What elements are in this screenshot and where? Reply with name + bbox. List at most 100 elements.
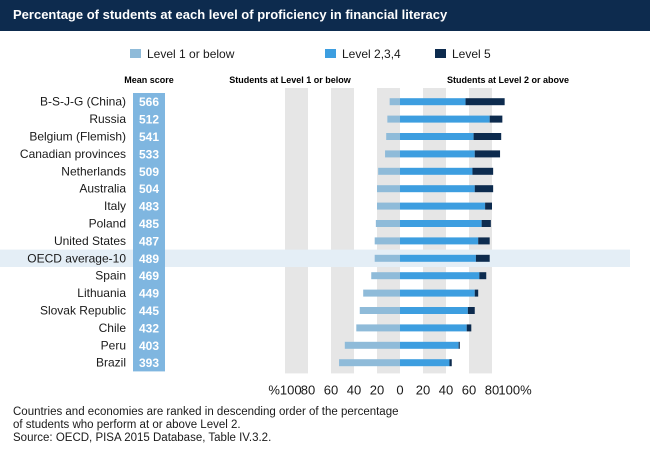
bar-level1-or-below — [339, 359, 400, 367]
mean-score-value: 393 — [139, 356, 159, 370]
chart: Level 1 or below Level 2,3,4 Level 5 Mean s… — [0, 47, 630, 397]
bar-level1-or-below — [386, 133, 400, 140]
x-tick-label: 40 — [439, 382, 453, 397]
category-label: Italy — [104, 199, 126, 213]
legend-swatch-1 — [325, 49, 336, 58]
category-label: Belgium (Flemish) — [29, 130, 126, 144]
bar-level-2-3-4 — [400, 115, 490, 123]
category-label: OECD average-10 — [27, 251, 126, 265]
category-label: Netherlands — [61, 164, 126, 178]
x-tick-label: 80 — [301, 382, 315, 397]
bar-level-2-3-4 — [400, 289, 475, 297]
bar-level-2-3-4 — [400, 98, 466, 106]
x-tick-label: 20 — [416, 382, 430, 397]
mean-score-value: 533 — [139, 147, 159, 161]
bar-level1-or-below — [359, 307, 400, 314]
bar-level1-or-below — [344, 341, 400, 349]
mean-score-value: 566 — [139, 95, 159, 109]
grid-band-0 — [285, 88, 308, 374]
bar-level-5 — [449, 359, 452, 367]
bar-level1-or-below — [374, 237, 400, 245]
bar-level1-or-below — [377, 202, 400, 210]
bar-level1-or-below — [385, 150, 400, 158]
mean-score-value: 512 — [139, 113, 159, 127]
mean-score-value: 445 — [139, 304, 159, 318]
legend-swatch-2 — [435, 49, 446, 58]
bar-level-5 — [489, 115, 503, 123]
bar-level-2-3-4 — [400, 185, 475, 193]
bar-level-2-3-4 — [400, 202, 486, 210]
bar-level-5 — [474, 150, 501, 158]
x-tick-label: 60 — [462, 382, 476, 397]
bar-level1-or-below — [375, 220, 400, 227]
category-label: B-S-J-G (China) — [40, 95, 126, 109]
bar-level1-or-below — [371, 272, 400, 280]
bar-level-5 — [472, 167, 494, 175]
bar-level-2-3-4 — [400, 359, 450, 367]
mean-score-column — [133, 93, 165, 372]
mean-score-value: 432 — [139, 321, 159, 335]
category-label: United States — [54, 234, 126, 248]
mean-score-value: 504 — [139, 182, 159, 196]
category-label: Brazil — [96, 356, 126, 370]
bar-level-5 — [474, 185, 494, 193]
category-label: Russia — [89, 112, 126, 126]
bar-level1-or-below — [374, 254, 400, 262]
footnote-source: Source: OECD, PISA 2015 Database, Table … — [13, 432, 272, 444]
bar-level-5 — [466, 324, 472, 332]
bar-level-5 — [479, 272, 487, 280]
bar-level-2-3-4 — [400, 254, 476, 262]
category-label: Canadian provinces — [20, 147, 126, 161]
legend-label-0: Level 1 or below — [147, 47, 235, 61]
bar-level-2-3-4 — [400, 133, 474, 140]
bar-level1-or-below — [377, 185, 400, 193]
bar-level-2-3-4 — [400, 167, 473, 175]
column-header-mean: Mean score — [124, 75, 174, 85]
footnote-line-2: of students who perform at or above Leve… — [13, 419, 241, 431]
mean-score-value: 449 — [139, 287, 159, 301]
column-header-left: Students at Level 1 or below — [229, 75, 352, 85]
bar-level-2-3-4 — [400, 307, 468, 314]
grid-band-4 — [469, 88, 492, 374]
mean-score-value: 485 — [139, 217, 159, 231]
category-label: Chile — [99, 321, 127, 335]
bar-level-5 — [467, 307, 475, 314]
mean-score-value: 487 — [139, 234, 159, 248]
header-bar: Percentage of students at each level of … — [0, 0, 650, 31]
mean-score-value: 483 — [139, 200, 159, 214]
chart-title: Percentage of students at each level of … — [13, 7, 448, 22]
x-tick-label: 0 — [396, 382, 403, 397]
mean-score-value: 541 — [139, 130, 159, 144]
bar-level-5 — [478, 237, 490, 245]
category-label: Peru — [101, 338, 126, 352]
category-label: Poland — [89, 217, 126, 231]
x-tick-label: %100 — [268, 382, 301, 397]
x-tick-label: 60 — [324, 382, 338, 397]
column-header-right: Students at Level 2 or above — [447, 75, 569, 85]
bar-level-2-3-4 — [400, 237, 479, 245]
bar-level-5 — [485, 202, 492, 210]
bar-level1-or-below — [378, 167, 400, 175]
bar-level-2-3-4 — [400, 150, 475, 158]
x-tick-label: 20 — [370, 382, 384, 397]
mean-score-value: 469 — [139, 269, 159, 283]
mean-score-value: 489 — [139, 252, 159, 266]
legend-swatch-0 — [130, 49, 141, 58]
mean-score-value: 403 — [139, 339, 159, 353]
x-tick-label: 40 — [347, 382, 361, 397]
bar-level-2-3-4 — [400, 272, 480, 280]
x-tick-label: 80 — [485, 382, 499, 397]
bar-level1-or-below — [387, 115, 400, 123]
category-label: Spain — [95, 269, 126, 283]
bar-level1-or-below — [356, 324, 400, 332]
bar-level-5 — [481, 220, 491, 227]
bar-level-2-3-4 — [400, 324, 467, 332]
mean-score-value: 509 — [139, 165, 159, 179]
category-label: Slovak Republic — [40, 304, 126, 318]
bar-level-2-3-4 — [400, 220, 482, 227]
grid-band-3 — [423, 88, 446, 374]
bar-level-5 — [474, 289, 479, 297]
bar-level-5 — [458, 341, 460, 349]
bar-level1-or-below — [363, 289, 400, 297]
grid-band-1 — [331, 88, 354, 374]
